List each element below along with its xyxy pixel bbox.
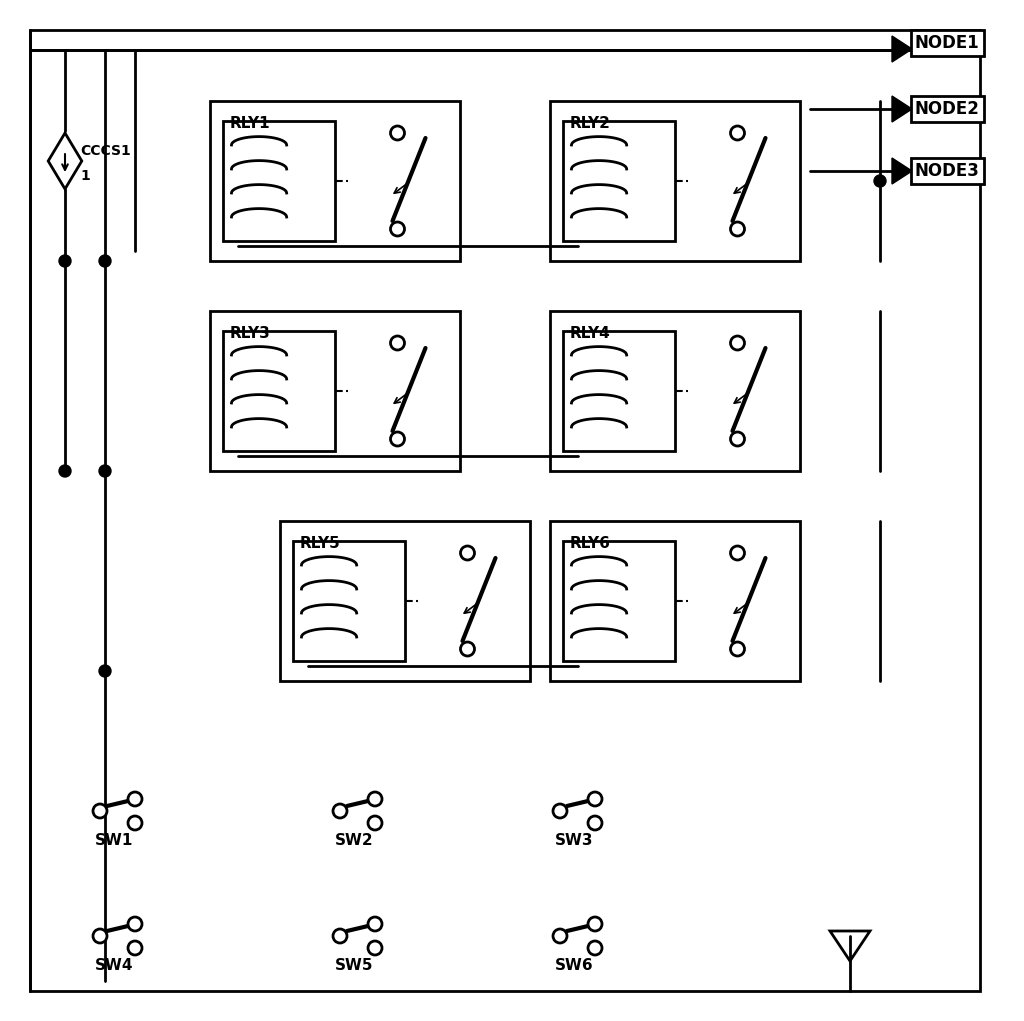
Bar bbox=[562, 331, 675, 451]
Circle shape bbox=[368, 941, 382, 955]
Circle shape bbox=[390, 336, 404, 350]
Text: RLY5: RLY5 bbox=[300, 536, 341, 551]
Circle shape bbox=[368, 792, 382, 806]
Text: SW5: SW5 bbox=[335, 958, 374, 973]
Circle shape bbox=[730, 222, 744, 236]
Circle shape bbox=[730, 126, 744, 140]
Text: NODE1: NODE1 bbox=[915, 34, 980, 52]
Circle shape bbox=[99, 465, 111, 477]
Polygon shape bbox=[892, 96, 912, 121]
Text: RLY3: RLY3 bbox=[230, 326, 270, 341]
Circle shape bbox=[461, 642, 474, 657]
Circle shape bbox=[730, 336, 744, 350]
Circle shape bbox=[588, 792, 602, 806]
Text: RLY2: RLY2 bbox=[570, 116, 611, 131]
Circle shape bbox=[99, 665, 111, 677]
Circle shape bbox=[588, 816, 602, 830]
Circle shape bbox=[390, 222, 404, 236]
Text: RLY4: RLY4 bbox=[570, 326, 610, 341]
Circle shape bbox=[93, 804, 106, 818]
Text: NODE3: NODE3 bbox=[915, 162, 980, 180]
Circle shape bbox=[128, 941, 142, 955]
Circle shape bbox=[553, 804, 567, 818]
Circle shape bbox=[59, 465, 71, 477]
Bar bbox=[222, 331, 335, 451]
Circle shape bbox=[461, 546, 474, 560]
Text: RLY1: RLY1 bbox=[230, 116, 270, 131]
Text: SW3: SW3 bbox=[555, 833, 594, 848]
Text: SW4: SW4 bbox=[95, 958, 133, 973]
Circle shape bbox=[588, 917, 602, 931]
Circle shape bbox=[333, 929, 347, 943]
Circle shape bbox=[59, 255, 71, 268]
Circle shape bbox=[128, 917, 142, 931]
Circle shape bbox=[730, 546, 744, 560]
Text: SW2: SW2 bbox=[335, 833, 374, 848]
Bar bbox=[222, 121, 335, 241]
Text: CCCS1: CCCS1 bbox=[80, 144, 131, 158]
Circle shape bbox=[368, 816, 382, 830]
Circle shape bbox=[333, 804, 347, 818]
Circle shape bbox=[588, 941, 602, 955]
Circle shape bbox=[874, 175, 886, 187]
Circle shape bbox=[730, 642, 744, 657]
Text: RLY6: RLY6 bbox=[570, 536, 611, 551]
Bar bbox=[550, 521, 800, 681]
Text: SW1: SW1 bbox=[95, 833, 133, 848]
Circle shape bbox=[368, 917, 382, 931]
Bar bbox=[562, 541, 675, 661]
Bar bbox=[280, 521, 530, 681]
Circle shape bbox=[128, 816, 142, 830]
Bar bbox=[210, 101, 460, 261]
Circle shape bbox=[128, 792, 142, 806]
Circle shape bbox=[730, 432, 744, 446]
Circle shape bbox=[553, 929, 567, 943]
Circle shape bbox=[99, 255, 111, 268]
Circle shape bbox=[390, 432, 404, 446]
Bar bbox=[210, 311, 460, 471]
Bar bbox=[550, 101, 800, 261]
Circle shape bbox=[93, 929, 106, 943]
Text: 1: 1 bbox=[80, 169, 90, 183]
Text: SW6: SW6 bbox=[555, 958, 594, 973]
Bar bbox=[562, 121, 675, 241]
Circle shape bbox=[390, 126, 404, 140]
Bar bbox=[293, 541, 406, 661]
Polygon shape bbox=[892, 36, 912, 62]
Text: NODE2: NODE2 bbox=[915, 100, 980, 118]
Polygon shape bbox=[892, 158, 912, 184]
Bar bbox=[550, 311, 800, 471]
